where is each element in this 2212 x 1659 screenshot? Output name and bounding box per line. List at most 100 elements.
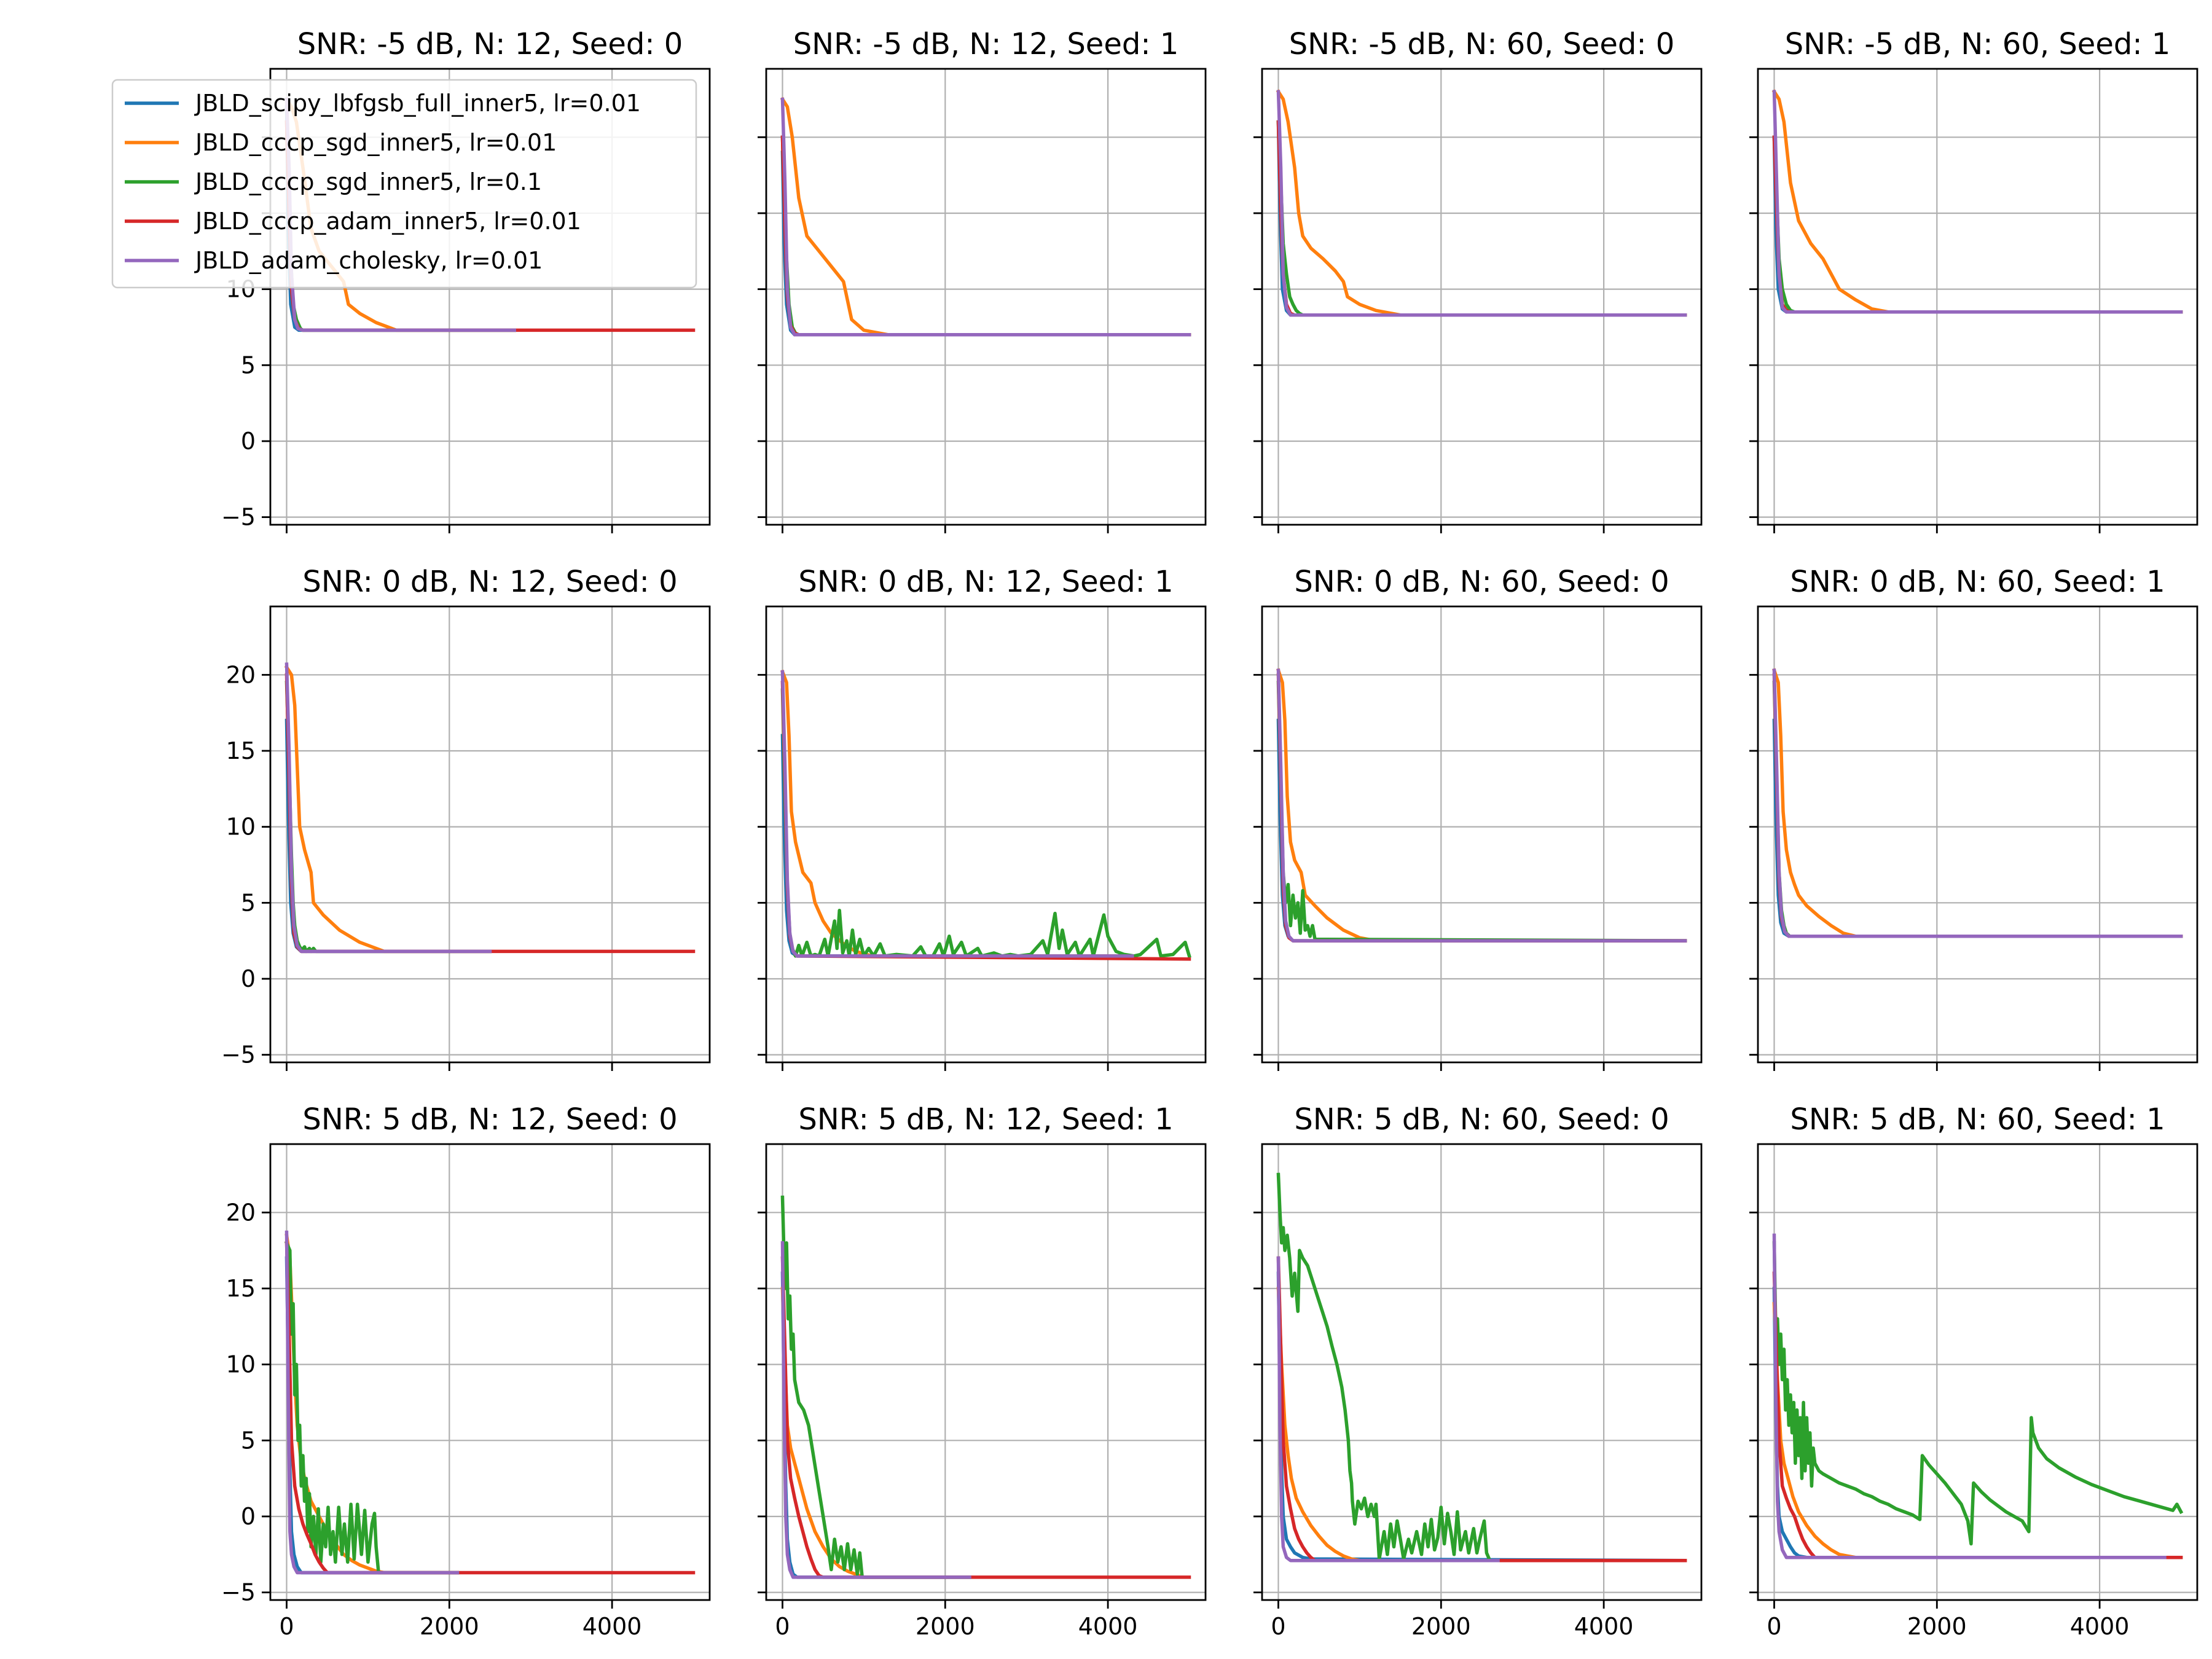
series-line-jbld-adam-cholesky-lr-0-01 bbox=[780, 1241, 971, 1579]
series-group bbox=[284, 662, 696, 954]
subplot-6: SNR: 0 dB, N: 12, Seed: 1 bbox=[758, 565, 1207, 1071]
x-tick-label: 0 bbox=[1767, 1613, 1781, 1640]
series-group bbox=[780, 1195, 1191, 1579]
subplot-grid: SNR: -5 dB, N: 12, Seed: 0 −5 0 5 10 SNR: -5 … bbox=[221, 27, 2198, 1640]
series-line-jbld-adam-cholesky-lr-0-01 bbox=[1772, 1233, 2167, 1559]
x-tick-label: 0 bbox=[775, 1613, 790, 1640]
series-line-jbld-adam-cholesky-lr-0-01 bbox=[1772, 90, 2183, 314]
x-tick-label: 2000 bbox=[1411, 1613, 1471, 1640]
legend-entry: JBLD_cccp_sgd_inner5, lr=0.01 bbox=[125, 129, 557, 156]
legend-entry: JBLD_cccp_adam_inner5, lr=0.01 bbox=[125, 208, 581, 235]
series-line-jbld-adam-cholesky-lr-0-01 bbox=[780, 670, 1134, 958]
subplot-title: SNR: -5 dB, N: 12, Seed: 0 bbox=[297, 27, 683, 61]
series-group bbox=[780, 96, 1191, 337]
series-line-jbld-cccp-sgd-inner5-lr-0-01 bbox=[780, 96, 1191, 337]
series-line-jbld-cccp-sgd-inner5-lr-0-01 bbox=[1276, 89, 1687, 317]
subplot-title: SNR: 0 dB, N: 12, Seed: 0 bbox=[302, 565, 677, 599]
series-line-jbld-adam-cholesky-lr-0-01 bbox=[1276, 669, 1687, 943]
legend-label: JBLD_scipy_lbfgsb_full_inner5, lr=0.01 bbox=[194, 90, 641, 117]
series-group bbox=[1772, 668, 2183, 938]
y-tick-label: 15 bbox=[226, 737, 256, 764]
series-line-jbld-adam-cholesky-lr-0-01 bbox=[1276, 90, 1687, 317]
y-tick-label: 5 bbox=[241, 1427, 256, 1454]
y-tick-label: 10 bbox=[226, 814, 256, 841]
subplot-10: SNR: 5 dB, N: 12, Seed: 1 0 2000 4000 bbox=[758, 1102, 1207, 1640]
series-line-jbld-cccp-sgd-inner5-lr-0-01 bbox=[284, 665, 492, 954]
y-tick-label: −5 bbox=[221, 1041, 256, 1069]
series-line-jbld-cccp-sgd-inner5-lr-0-01 bbox=[1276, 1287, 1687, 1563]
subplot-title: SNR: 0 dB, N: 60, Seed: 0 bbox=[1294, 565, 1669, 599]
subplot-title: SNR: 0 dB, N: 12, Seed: 1 bbox=[798, 565, 1173, 599]
subplot-9: SNR: 5 dB, N: 12, Seed: 0 0 2000 4000 −5 0 5 10… bbox=[221, 1102, 711, 1640]
subplot-title: SNR: 5 dB, N: 12, Seed: 1 bbox=[798, 1102, 1173, 1137]
series-line-jbld-cccp-sgd-inner5-lr-0-01 bbox=[1772, 1301, 2183, 1559]
axes-frame bbox=[765, 605, 1207, 1064]
axes-frame bbox=[269, 1143, 711, 1601]
series-line-jbld-cccp-sgd-inner5-lr-0-01 bbox=[1771, 89, 2183, 314]
legend-entry: JBLD_scipy_lbfgsb_full_inner5, lr=0.01 bbox=[125, 90, 641, 117]
axes-frame bbox=[1261, 1143, 1703, 1601]
subplot-5: SNR: 0 dB, N: 12, Seed: 0 −5 0 5 10 15 20 bbox=[221, 565, 711, 1071]
axes-frame bbox=[1261, 605, 1703, 1064]
subplot-3: SNR: -5 dB, N: 60, Seed: 0 bbox=[1253, 27, 1703, 533]
y-tick-label: 0 bbox=[241, 1503, 256, 1530]
axes-frame bbox=[765, 1143, 1207, 1601]
legend-label: JBLD_cccp_sgd_inner5, lr=0.1 bbox=[194, 168, 542, 195]
legend: JBLD_scipy_lbfgsb_full_inner5, lr=0.01 JB… bbox=[111, 79, 697, 289]
y-tick-label: 20 bbox=[226, 1199, 256, 1226]
series-line-jbld-cccp-adam-inner5-lr-0-01 bbox=[1276, 1256, 1687, 1563]
legend-entry: JBLD_cccp_sgd_inner5, lr=0.1 bbox=[125, 168, 542, 195]
series-group bbox=[780, 669, 1191, 961]
x-tick-label: 0 bbox=[1271, 1613, 1285, 1640]
subplot-title: SNR: -5 dB, N: 12, Seed: 1 bbox=[793, 27, 1179, 61]
series-line-jbld-adam-cholesky-lr-0-01 bbox=[1276, 1256, 1500, 1563]
subplot-title: SNR: 0 dB, N: 60, Seed: 1 bbox=[1790, 565, 2165, 599]
axes-frame bbox=[1261, 68, 1703, 526]
axes-frame bbox=[765, 68, 1207, 526]
subplot-title: SNR: -5 dB, N: 60, Seed: 0 bbox=[1289, 27, 1675, 61]
series-line-jbld-adam-cholesky-lr-0-01 bbox=[284, 662, 492, 954]
subplot-4: SNR: -5 dB, N: 60, Seed: 1 bbox=[1749, 27, 2198, 533]
series-line-jbld-cccp-sgd-inner5-lr-0-1 bbox=[780, 1195, 971, 1579]
subplot-title: SNR: 5 dB, N: 60, Seed: 0 bbox=[1294, 1102, 1669, 1137]
series-line-jbld-adam-cholesky-lr-0-01 bbox=[1772, 669, 2183, 938]
series-line-jbld-adam-cholesky-lr-0-01 bbox=[780, 97, 1191, 337]
y-tick-label: 0 bbox=[241, 428, 256, 455]
series-line-jbld-cccp-sgd-inner5-lr-0-1 bbox=[1276, 1172, 1500, 1563]
axes-frame bbox=[1757, 1143, 2198, 1601]
subplot-title: SNR: 5 dB, N: 12, Seed: 0 bbox=[302, 1102, 677, 1137]
y-tick-label: 5 bbox=[241, 351, 256, 378]
series-group bbox=[1276, 1172, 1687, 1563]
legend-label: JBLD_adam_cholesky, lr=0.01 bbox=[194, 247, 543, 274]
legend-label: JBLD_cccp_sgd_inner5, lr=0.01 bbox=[194, 129, 557, 156]
series-group bbox=[1771, 89, 2183, 314]
x-tick-label: 4000 bbox=[2070, 1613, 2130, 1640]
legend-box bbox=[111, 79, 697, 289]
y-tick-label: 20 bbox=[226, 661, 256, 688]
axes-frame bbox=[269, 605, 711, 1064]
series-group bbox=[1772, 1233, 2184, 1559]
y-tick-label: −5 bbox=[221, 504, 256, 531]
x-tick-label: 0 bbox=[279, 1613, 294, 1640]
x-tick-label: 2000 bbox=[916, 1613, 975, 1640]
series-line-jbld-cccp-sgd-inner5-lr-0-01 bbox=[1276, 668, 1687, 943]
x-tick-label: 4000 bbox=[582, 1613, 642, 1640]
y-tick-label: 0 bbox=[241, 965, 256, 992]
series-line-jbld-cccp-sgd-inner5-lr-0-01 bbox=[780, 1287, 971, 1579]
series-line-jbld-adam-cholesky-lr-0-01 bbox=[284, 1230, 460, 1575]
legend-label: JBLD_cccp_adam_inner5, lr=0.01 bbox=[194, 208, 581, 235]
axes-frame bbox=[269, 68, 711, 526]
series-line-jbld-cccp-adam-inner5-lr-0-01 bbox=[284, 1241, 696, 1575]
x-tick-label: 2000 bbox=[420, 1613, 479, 1640]
subplot-title: SNR: 5 dB, N: 60, Seed: 1 bbox=[1790, 1102, 2165, 1137]
y-tick-label: 15 bbox=[226, 1275, 256, 1302]
series-line-jbld-cccp-adam-inner5-lr-0-01 bbox=[1772, 1271, 2183, 1559]
series-line-jbld-cccp-sgd-inner5-lr-0-1 bbox=[284, 1241, 460, 1575]
y-tick-label: −5 bbox=[221, 1579, 256, 1606]
series-group bbox=[284, 1230, 696, 1575]
axes-frame bbox=[1757, 605, 2198, 1064]
subplot-title: SNR: -5 dB, N: 60, Seed: 1 bbox=[1785, 27, 2171, 61]
x-tick-label: 4000 bbox=[1574, 1613, 1634, 1640]
axes-frame bbox=[1757, 68, 2198, 526]
